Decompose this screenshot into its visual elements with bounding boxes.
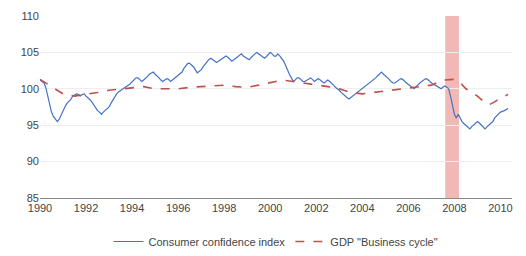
svg-text:GDP "Business cycle": GDP "Business cycle" — [330, 236, 437, 248]
svg-text:2006: 2006 — [396, 202, 420, 214]
svg-text:2010: 2010 — [488, 202, 512, 214]
svg-text:Consumer confidence index: Consumer confidence index — [149, 236, 286, 248]
svg-text:2002: 2002 — [304, 202, 328, 214]
svg-text:100: 100 — [21, 83, 39, 95]
svg-text:1994: 1994 — [120, 202, 144, 214]
svg-text:85: 85 — [27, 192, 39, 204]
svg-text:1992: 1992 — [74, 202, 98, 214]
svg-text:90: 90 — [27, 155, 39, 167]
svg-text:110: 110 — [21, 10, 39, 22]
svg-text:2004: 2004 — [350, 202, 374, 214]
svg-text:2008: 2008 — [442, 202, 466, 214]
svg-text:1996: 1996 — [166, 202, 190, 214]
svg-text:2000: 2000 — [258, 202, 282, 214]
svg-text:95: 95 — [27, 119, 39, 131]
svg-text:105: 105 — [21, 46, 39, 58]
svg-text:1998: 1998 — [212, 202, 236, 214]
svg-text:1990: 1990 — [28, 202, 52, 214]
